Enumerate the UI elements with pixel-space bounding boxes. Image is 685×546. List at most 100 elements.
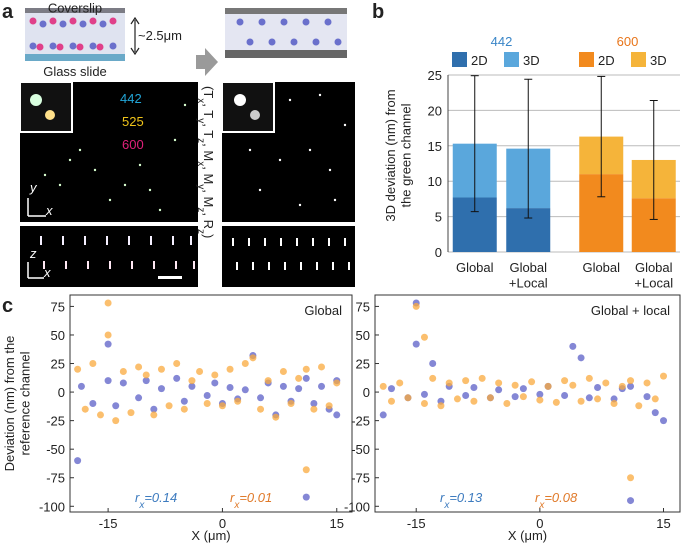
text-part: , R — [201, 212, 216, 229]
point — [112, 402, 120, 410]
spot — [343, 123, 347, 127]
legend-swatch — [579, 52, 594, 67]
point — [437, 402, 445, 410]
point — [104, 331, 112, 339]
point — [470, 397, 478, 405]
micrograph — [19, 81, 355, 287]
subscript: x — [233, 500, 240, 511]
point — [211, 379, 219, 387]
point — [470, 384, 478, 392]
legend-label: 2D — [471, 53, 488, 68]
legend-swatch — [452, 52, 467, 67]
subscript: x — [443, 500, 450, 511]
point — [234, 397, 242, 405]
y-tick-label: 25 — [356, 357, 370, 372]
point — [445, 379, 453, 387]
error-bar — [649, 99, 658, 220]
schematic-after — [225, 8, 347, 58]
point — [165, 402, 173, 410]
y-tick-label: -75 — [351, 471, 370, 486]
x-axis-label: X (μm) — [191, 528, 230, 543]
point — [396, 379, 404, 387]
point — [272, 413, 280, 421]
point — [203, 400, 211, 407]
x-tick-label: 15 — [330, 516, 344, 531]
point — [643, 393, 651, 401]
schematic-label: ~2.5μm — [138, 28, 182, 43]
text-part: , M — [201, 166, 216, 184]
subscript: y — [196, 118, 207, 123]
point — [610, 400, 618, 407]
spot — [328, 168, 332, 172]
error-bar — [470, 75, 479, 213]
point — [119, 379, 127, 387]
spot — [236, 262, 238, 270]
spot — [148, 188, 152, 192]
point — [618, 382, 626, 390]
text-part: r — [535, 490, 540, 505]
spot — [93, 168, 97, 172]
point — [552, 398, 560, 406]
y-tick-label: 10 — [428, 174, 442, 189]
chart-title: Global — [304, 303, 342, 318]
point — [585, 374, 593, 382]
point — [627, 497, 635, 505]
error-bar — [524, 78, 533, 219]
point — [104, 340, 112, 348]
y-axis-label: Deviation (nm) from thereference channel — [2, 336, 33, 472]
point — [660, 372, 668, 380]
subscript: z — [196, 229, 207, 234]
panel-label: c — [2, 295, 13, 317]
text-part: r — [135, 490, 140, 505]
point — [150, 405, 158, 413]
point — [453, 395, 461, 403]
text-part: =0.13 — [449, 490, 483, 505]
point — [211, 371, 219, 379]
point — [188, 382, 196, 390]
spot — [348, 262, 350, 270]
point — [150, 411, 158, 419]
spot — [68, 158, 72, 162]
point — [173, 374, 181, 382]
x-axis-label: X (μm) — [508, 528, 547, 543]
point — [318, 382, 326, 390]
point — [119, 368, 127, 376]
y-tick-label: 0 — [435, 245, 442, 260]
x-tick-label: -15 — [407, 516, 426, 531]
spot — [280, 238, 282, 246]
spot — [109, 261, 111, 269]
point — [142, 371, 150, 379]
spot — [43, 173, 47, 177]
y-tick-label: 0 — [58, 385, 65, 400]
spot — [175, 261, 177, 269]
point — [651, 395, 659, 403]
point — [249, 354, 257, 362]
point — [594, 395, 602, 403]
point — [257, 394, 265, 402]
annotation: rx=0.08 — [535, 490, 578, 511]
point — [302, 374, 310, 382]
schematic-before — [25, 8, 140, 61]
y-tick-label: 15 — [428, 139, 442, 154]
point — [157, 365, 165, 373]
point — [379, 382, 387, 390]
point — [96, 411, 104, 419]
spot — [62, 236, 64, 245]
point — [279, 382, 287, 390]
point — [660, 417, 668, 425]
legend-swatch — [631, 52, 646, 67]
point — [264, 377, 272, 385]
point — [302, 493, 310, 501]
text-part: (T — [201, 86, 216, 98]
point — [74, 365, 82, 373]
spot — [190, 236, 192, 245]
point — [302, 365, 310, 373]
arrow — [196, 48, 218, 76]
point — [495, 379, 503, 387]
plot-frame — [69, 294, 353, 513]
point — [112, 417, 120, 425]
point — [74, 457, 82, 465]
spot — [193, 261, 195, 269]
point — [511, 393, 519, 401]
